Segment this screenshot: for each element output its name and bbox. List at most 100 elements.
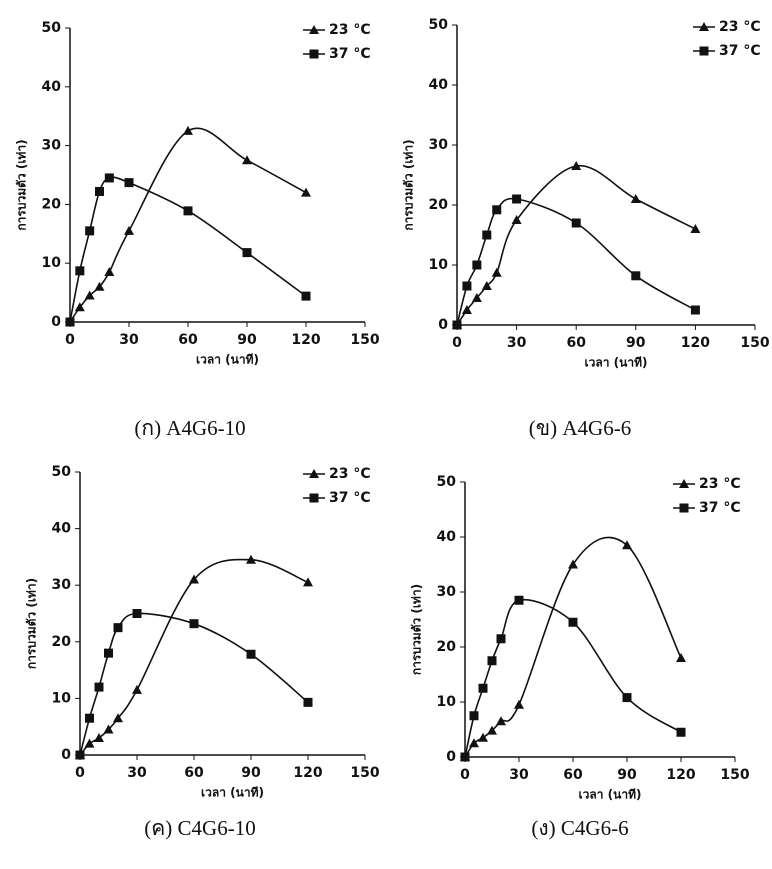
- data-point: [496, 634, 506, 644]
- data-point: [487, 656, 497, 666]
- y-tick-label: 50: [52, 464, 72, 480]
- x-tick-label: 150: [720, 767, 749, 783]
- data-point: [242, 248, 252, 258]
- data-point: [84, 738, 95, 748]
- y-tick-label: 30: [52, 577, 72, 593]
- data-point: [482, 230, 492, 240]
- data-point: [124, 225, 134, 235]
- data-point: [124, 178, 134, 188]
- y-tick-label: 0: [51, 314, 61, 330]
- y-tick-label: 30: [42, 138, 62, 154]
- x-tick-label: 0: [65, 332, 75, 348]
- y-tick-label: 50: [437, 474, 457, 490]
- x-tick-label: 60: [178, 332, 198, 348]
- x-tick-label: 0: [75, 765, 85, 781]
- caption: (ง) C4G6-6: [531, 816, 628, 840]
- x-tick-label: 90: [617, 767, 637, 783]
- data-point: [460, 752, 470, 762]
- x-tick-label: 150: [350, 765, 379, 781]
- data-point: [303, 697, 313, 707]
- data-point: [676, 653, 686, 662]
- data-point: [183, 206, 193, 216]
- x-tick-label: 90: [237, 332, 257, 348]
- data-point: [84, 290, 95, 300]
- y-tick-label: 10: [429, 257, 449, 273]
- data-point: [512, 194, 522, 204]
- x-tick-label: 30: [119, 332, 139, 348]
- legend-marker: [309, 25, 319, 34]
- legend-label: 23 °C: [699, 476, 741, 492]
- data-point: [472, 260, 482, 270]
- data-point: [113, 713, 123, 723]
- data-point: [514, 699, 524, 709]
- y-axis-label: การบวมตัว (เท่า): [402, 139, 416, 230]
- y-tick-label: 10: [52, 690, 72, 706]
- legend-marker: [679, 479, 689, 488]
- y-tick-label: 40: [429, 77, 449, 93]
- data-point: [189, 619, 199, 629]
- legend-marker: [309, 49, 319, 59]
- data-point: [631, 271, 641, 281]
- y-tick-label: 0: [61, 747, 71, 763]
- data-point: [74, 302, 85, 312]
- data-point: [303, 577, 313, 587]
- x-tick-label: 90: [626, 335, 646, 351]
- legend-marker: [309, 469, 319, 478]
- y-tick-label: 30: [429, 137, 449, 153]
- x-tick-label: 120: [293, 765, 322, 781]
- x-tick-label: 150: [740, 335, 769, 351]
- legend-label: 37 °C: [329, 46, 371, 62]
- data-point: [132, 609, 142, 618]
- y-tick-label: 40: [52, 521, 72, 537]
- data-point: [571, 161, 582, 170]
- legend-label: 23 °C: [719, 19, 761, 35]
- data-point: [478, 732, 488, 742]
- data-point: [690, 224, 701, 233]
- data-point: [75, 266, 85, 276]
- data-point: [469, 711, 479, 721]
- data-point: [94, 733, 104, 743]
- legend-marker: [699, 22, 709, 31]
- data-point: [630, 194, 641, 203]
- series-line: [79, 558, 309, 756]
- y-tick-label: 20: [52, 634, 72, 650]
- y-tick-label: 10: [42, 255, 62, 271]
- data-point: [94, 682, 104, 692]
- series-line: [456, 165, 696, 326]
- data-point: [690, 305, 700, 315]
- data-point: [571, 218, 581, 228]
- legend-marker: [699, 46, 709, 56]
- y-tick-label: 20: [42, 196, 62, 212]
- data-point: [104, 267, 115, 277]
- x-tick-label: 60: [184, 765, 204, 781]
- caption: (ค) C4G6-10: [144, 816, 255, 840]
- data-point: [622, 540, 632, 550]
- series-line: [456, 197, 696, 326]
- x-tick-label: 30: [509, 767, 529, 783]
- y-tick-label: 40: [42, 79, 62, 95]
- data-point: [478, 683, 488, 693]
- caption: (ก) A4G6-10: [134, 416, 245, 440]
- series-line: [79, 612, 309, 756]
- y-tick-label: 0: [438, 317, 448, 333]
- data-point: [471, 293, 482, 302]
- x-tick-label: 60: [563, 767, 583, 783]
- x-axis-label: เวลา (นาที): [196, 353, 259, 367]
- caption: (ข) A4G6-6: [529, 416, 631, 440]
- data-point: [103, 724, 114, 734]
- x-axis-label: เวลา (นาที): [579, 788, 642, 802]
- data-point: [469, 738, 479, 748]
- data-point: [487, 725, 497, 735]
- y-tick-label: 0: [446, 749, 456, 765]
- y-tick-label: 20: [429, 197, 449, 213]
- data-point: [491, 267, 502, 277]
- x-tick-label: 60: [566, 335, 586, 351]
- legend-label: 23 °C: [329, 466, 371, 482]
- y-axis-label: การบวมตัว (เท่า): [15, 139, 29, 230]
- data-point: [246, 649, 256, 659]
- data-point: [301, 187, 311, 197]
- y-tick-label: 10: [437, 694, 457, 710]
- data-point: [511, 215, 522, 224]
- y-axis-label: การบวมตัว (เท่า): [25, 578, 39, 669]
